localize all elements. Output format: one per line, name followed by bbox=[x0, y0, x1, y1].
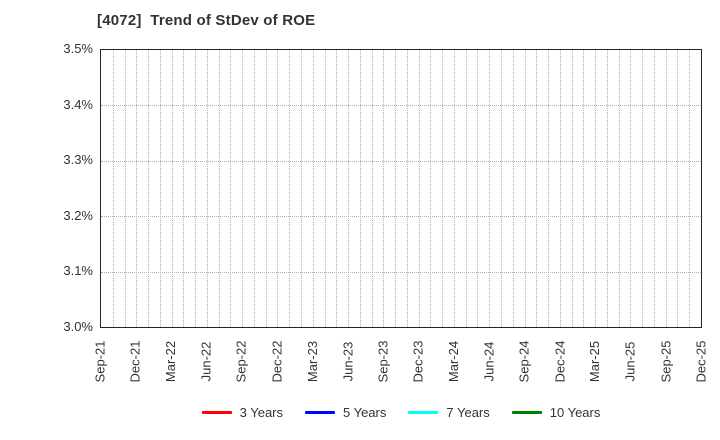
x-tick-label-text: Mar-22 bbox=[163, 340, 179, 382]
gridline-horizontal bbox=[101, 271, 701, 273]
gridline-vertical bbox=[218, 50, 220, 327]
gridline-vertical bbox=[677, 50, 679, 327]
plot-area bbox=[100, 49, 702, 328]
x-tick-label-text: Dec-25 bbox=[693, 340, 709, 382]
legend-item-3-years: 3 Years bbox=[201, 404, 283, 420]
gridline-vertical bbox=[501, 50, 502, 327]
gridline-vertical bbox=[124, 50, 126, 327]
x-tick-label-text: Dec-21 bbox=[127, 340, 143, 382]
legend-label: 7 Years bbox=[446, 404, 490, 420]
gridline-vertical bbox=[230, 50, 232, 327]
gridline-vertical bbox=[253, 50, 255, 327]
y-tick-label: 3.2% bbox=[63, 207, 93, 223]
gridline-vertical bbox=[630, 50, 632, 327]
gridline-vertical bbox=[324, 50, 326, 327]
legend-item-7-years: 7 Years bbox=[408, 404, 490, 420]
gridline-vertical bbox=[301, 50, 302, 327]
gridline-vertical bbox=[359, 50, 361, 327]
legend-line-swatch bbox=[511, 410, 542, 414]
gridline-vertical bbox=[571, 50, 573, 327]
gridline-vertical bbox=[277, 50, 279, 327]
gridline-vertical bbox=[442, 50, 444, 327]
gridline-vertical bbox=[206, 50, 208, 327]
y-tick-label: 3.4% bbox=[63, 96, 93, 112]
gridline-vertical bbox=[348, 50, 350, 327]
x-tick-label-text: Jun-23 bbox=[339, 341, 355, 381]
y-tick-label: 3.1% bbox=[63, 263, 93, 279]
x-tick-label-text: Sep-21 bbox=[92, 340, 108, 382]
gridline-vertical bbox=[489, 50, 491, 327]
gridline-vertical bbox=[195, 50, 197, 327]
gridline-vertical bbox=[453, 50, 455, 327]
x-tick-label-text: Sep-24 bbox=[516, 340, 532, 382]
x-tick-label-text: Mar-23 bbox=[304, 340, 320, 382]
x-tick-label-text: Mar-25 bbox=[587, 340, 603, 382]
gridline-vertical bbox=[689, 50, 691, 327]
gridline-vertical bbox=[159, 50, 161, 327]
gridline-vertical bbox=[336, 50, 338, 327]
x-tick-label-text: Jun-24 bbox=[481, 341, 497, 381]
gridline-vertical bbox=[406, 50, 408, 327]
y-tick-label: 3.5% bbox=[63, 41, 93, 56]
gridline-vertical bbox=[536, 50, 538, 327]
gridline-vertical bbox=[465, 50, 467, 327]
gridline-vertical bbox=[559, 50, 561, 327]
gridline-vertical bbox=[112, 50, 114, 327]
x-tick-label-text: Sep-22 bbox=[233, 340, 249, 382]
gridline-horizontal bbox=[101, 105, 701, 107]
gridline-vertical bbox=[524, 50, 526, 327]
gridline-horizontal bbox=[101, 216, 701, 218]
gridline-vertical bbox=[148, 50, 150, 327]
gridline-vertical bbox=[595, 50, 597, 327]
gridline-vertical bbox=[395, 50, 397, 327]
gridline-vertical bbox=[312, 50, 314, 327]
gridline-vertical bbox=[265, 50, 267, 327]
legend-item-10-years: 10 Years bbox=[511, 404, 601, 420]
gridline-vertical bbox=[606, 50, 608, 327]
x-tick-label-text: Dec-22 bbox=[269, 340, 285, 382]
x-tick-label-text: Jun-25 bbox=[622, 341, 638, 381]
x-tick-label-text: Dec-24 bbox=[552, 340, 568, 382]
gridline-vertical bbox=[183, 50, 185, 327]
x-tick-label-text: Sep-23 bbox=[375, 340, 391, 382]
gridline-vertical bbox=[548, 50, 550, 327]
legend-line-swatch bbox=[408, 410, 439, 414]
y-tick-label: 3.0% bbox=[63, 319, 93, 334]
legend-line-swatch bbox=[201, 410, 232, 414]
gridline-vertical bbox=[653, 50, 655, 327]
legend: 3 Years 5 Years 7 Years 10 Years bbox=[100, 403, 702, 421]
gridline-vertical bbox=[289, 50, 291, 327]
x-tick-label-text: Dec-23 bbox=[410, 340, 426, 382]
gridline-vertical bbox=[618, 50, 620, 327]
legend-label: 3 Years bbox=[239, 404, 283, 420]
x-tick-label-text: Jun-22 bbox=[198, 341, 214, 381]
gridline-vertical bbox=[418, 50, 420, 327]
x-tick-label-text: Sep-25 bbox=[658, 340, 674, 382]
legend-item-5-years: 5 Years bbox=[305, 405, 386, 420]
legend-line-swatch bbox=[305, 410, 335, 414]
gridline-vertical bbox=[430, 50, 432, 327]
gridline-vertical bbox=[512, 50, 514, 327]
gridline-vertical bbox=[583, 50, 585, 327]
chart-title: [4072] Trend of StDev of ROE bbox=[97, 12, 316, 29]
x-tick-label-text: Mar-24 bbox=[446, 340, 462, 382]
gridline-horizontal bbox=[101, 160, 701, 162]
legend-label: 10 Years bbox=[549, 404, 601, 420]
gridline-vertical bbox=[242, 50, 244, 327]
gridline-vertical bbox=[171, 50, 173, 327]
gridline-vertical bbox=[371, 50, 373, 327]
gridline-vertical bbox=[477, 50, 479, 327]
gridline-vertical bbox=[642, 50, 644, 327]
y-tick-label: 3.3% bbox=[63, 152, 93, 168]
gridline-vertical bbox=[665, 50, 667, 327]
gridline-vertical bbox=[383, 50, 385, 327]
x-tick-label: Dec-25 bbox=[673, 332, 720, 390]
legend-label: 5 Years bbox=[343, 404, 387, 420]
gridline-vertical bbox=[136, 50, 138, 327]
